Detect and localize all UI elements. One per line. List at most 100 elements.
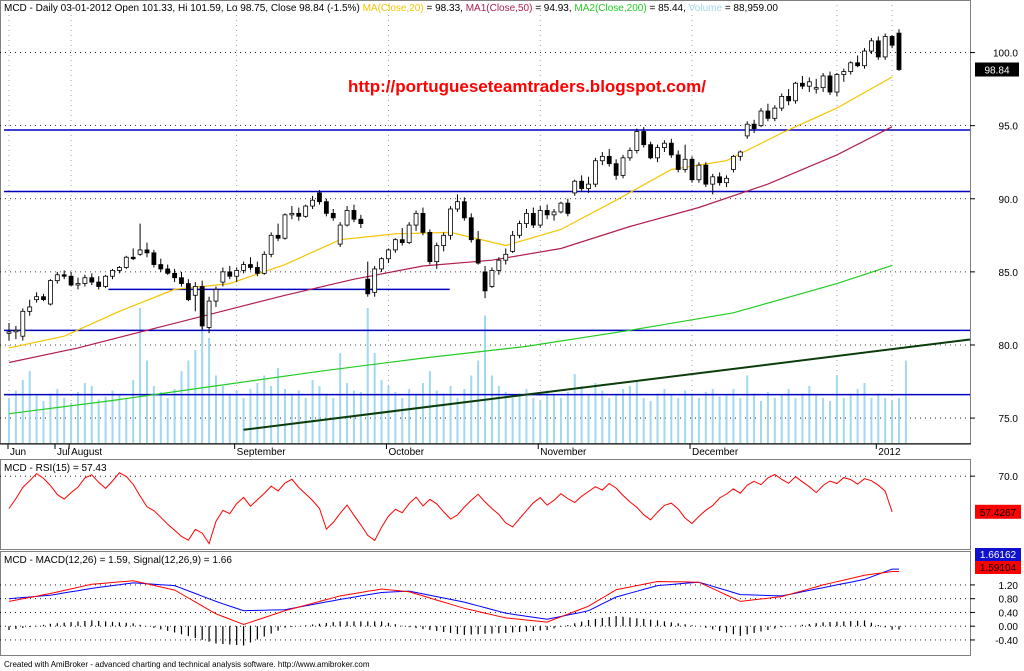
candle-body (372, 268, 378, 293)
macd-header: MCD - MACD(12,26) = 1.59, Signal(12,26,9… (4, 555, 232, 566)
candle-body (530, 212, 536, 226)
candle-body (475, 239, 481, 264)
candle-body (696, 164, 702, 181)
candle-body (413, 212, 419, 226)
candle-body (323, 201, 329, 214)
candle-body (731, 155, 736, 170)
candle-body (192, 286, 198, 296)
trendline (243, 338, 971, 431)
candle-body (379, 258, 384, 270)
candle-body (303, 205, 309, 217)
candle-body (317, 192, 322, 203)
candle-body (717, 176, 723, 184)
signal-last-label: 1.66162 (980, 550, 1017, 561)
candle-body (310, 199, 315, 207)
candle-body (358, 218, 364, 225)
candle-body (675, 154, 681, 170)
candle-body (524, 212, 529, 225)
candle-body (572, 180, 578, 194)
candle-body (89, 277, 95, 283)
date-label: 2012 (878, 447, 901, 458)
rsi-header: MCD - RSI(15) = 57.43 (4, 463, 107, 474)
candle-body (869, 40, 874, 52)
candle-body (61, 274, 67, 277)
candle-body (737, 151, 743, 157)
price-tick-label: 80.0 (999, 341, 1019, 352)
candle-body (620, 157, 626, 176)
candle-body (551, 211, 557, 216)
candle-body (875, 40, 881, 58)
macd-tick-label: 0.40 (999, 608, 1019, 619)
candle-body (206, 300, 212, 328)
candle-body (889, 36, 895, 46)
candle-body (634, 131, 640, 151)
candle-body (489, 269, 495, 287)
candle-body (848, 62, 854, 72)
candle-body (399, 239, 405, 244)
macd-tick-label: -0.40 (995, 636, 1018, 647)
macd-last-label: 1.59104 (980, 563, 1017, 574)
candle-body (386, 249, 391, 260)
candle-body (648, 144, 654, 159)
candle-body (627, 150, 633, 159)
candle-body (586, 183, 591, 189)
macd-tick-label: 1.20 (999, 581, 1019, 592)
candle-body (13, 329, 19, 333)
candle-body (427, 231, 433, 263)
candle-body (544, 210, 550, 216)
candle-body (254, 267, 260, 274)
candle-body (337, 224, 343, 245)
last-price-tag (975, 62, 1019, 77)
candle-body (806, 81, 812, 87)
candle-body (510, 234, 516, 252)
date-label: November (540, 447, 587, 458)
candle-body (593, 160, 598, 185)
candle-body (344, 210, 350, 226)
candle-body (689, 158, 695, 181)
candle-body (185, 283, 191, 301)
date-label: September (237, 447, 287, 458)
candle-body (351, 210, 357, 220)
footer-credit: Created with AmiBroker - advanced charti… (4, 660, 370, 669)
price-layer (0, 0, 971, 444)
candle-body (461, 201, 467, 219)
candle-body (579, 180, 585, 189)
candle-body (116, 267, 122, 271)
candle-body (82, 277, 88, 284)
date-label: December (692, 447, 739, 458)
signal-last-tag (975, 548, 1021, 561)
candle-body (517, 223, 522, 236)
candle-body (434, 245, 440, 263)
candle-body (130, 256, 136, 260)
candle-body (662, 142, 667, 148)
candle-body (655, 147, 660, 159)
candle-body (144, 249, 150, 254)
candle-body (641, 131, 647, 146)
candle-body (220, 271, 226, 283)
last-price-label: 98.84 (984, 66, 1009, 77)
macd-line (8, 571, 899, 626)
candle-body (786, 96, 792, 102)
candle-body (41, 296, 46, 301)
candle-body (813, 87, 819, 90)
candle-body (103, 275, 108, 287)
rsi-panel (0, 459, 971, 550)
candle-body (800, 82, 805, 87)
candle-body (710, 176, 716, 185)
candle-body (779, 96, 785, 109)
candle-body (420, 212, 426, 233)
price-tick-label: 90.0 (999, 195, 1019, 206)
candle-body (241, 264, 246, 271)
candle-body (496, 259, 502, 271)
macd-panel (0, 551, 971, 656)
signal-line (8, 568, 899, 620)
candle-body (503, 253, 509, 261)
price-tick-label: 100.0 (993, 49, 1018, 60)
candle-body (882, 36, 888, 58)
candle-body (613, 163, 619, 176)
candle-body (234, 269, 240, 277)
candle-body (703, 164, 709, 185)
blog-url-watermark[interactable]: http://portugueseteamtraders.blogspot.co… (348, 77, 706, 96)
candle-body (455, 201, 460, 210)
candle-body (468, 217, 474, 241)
